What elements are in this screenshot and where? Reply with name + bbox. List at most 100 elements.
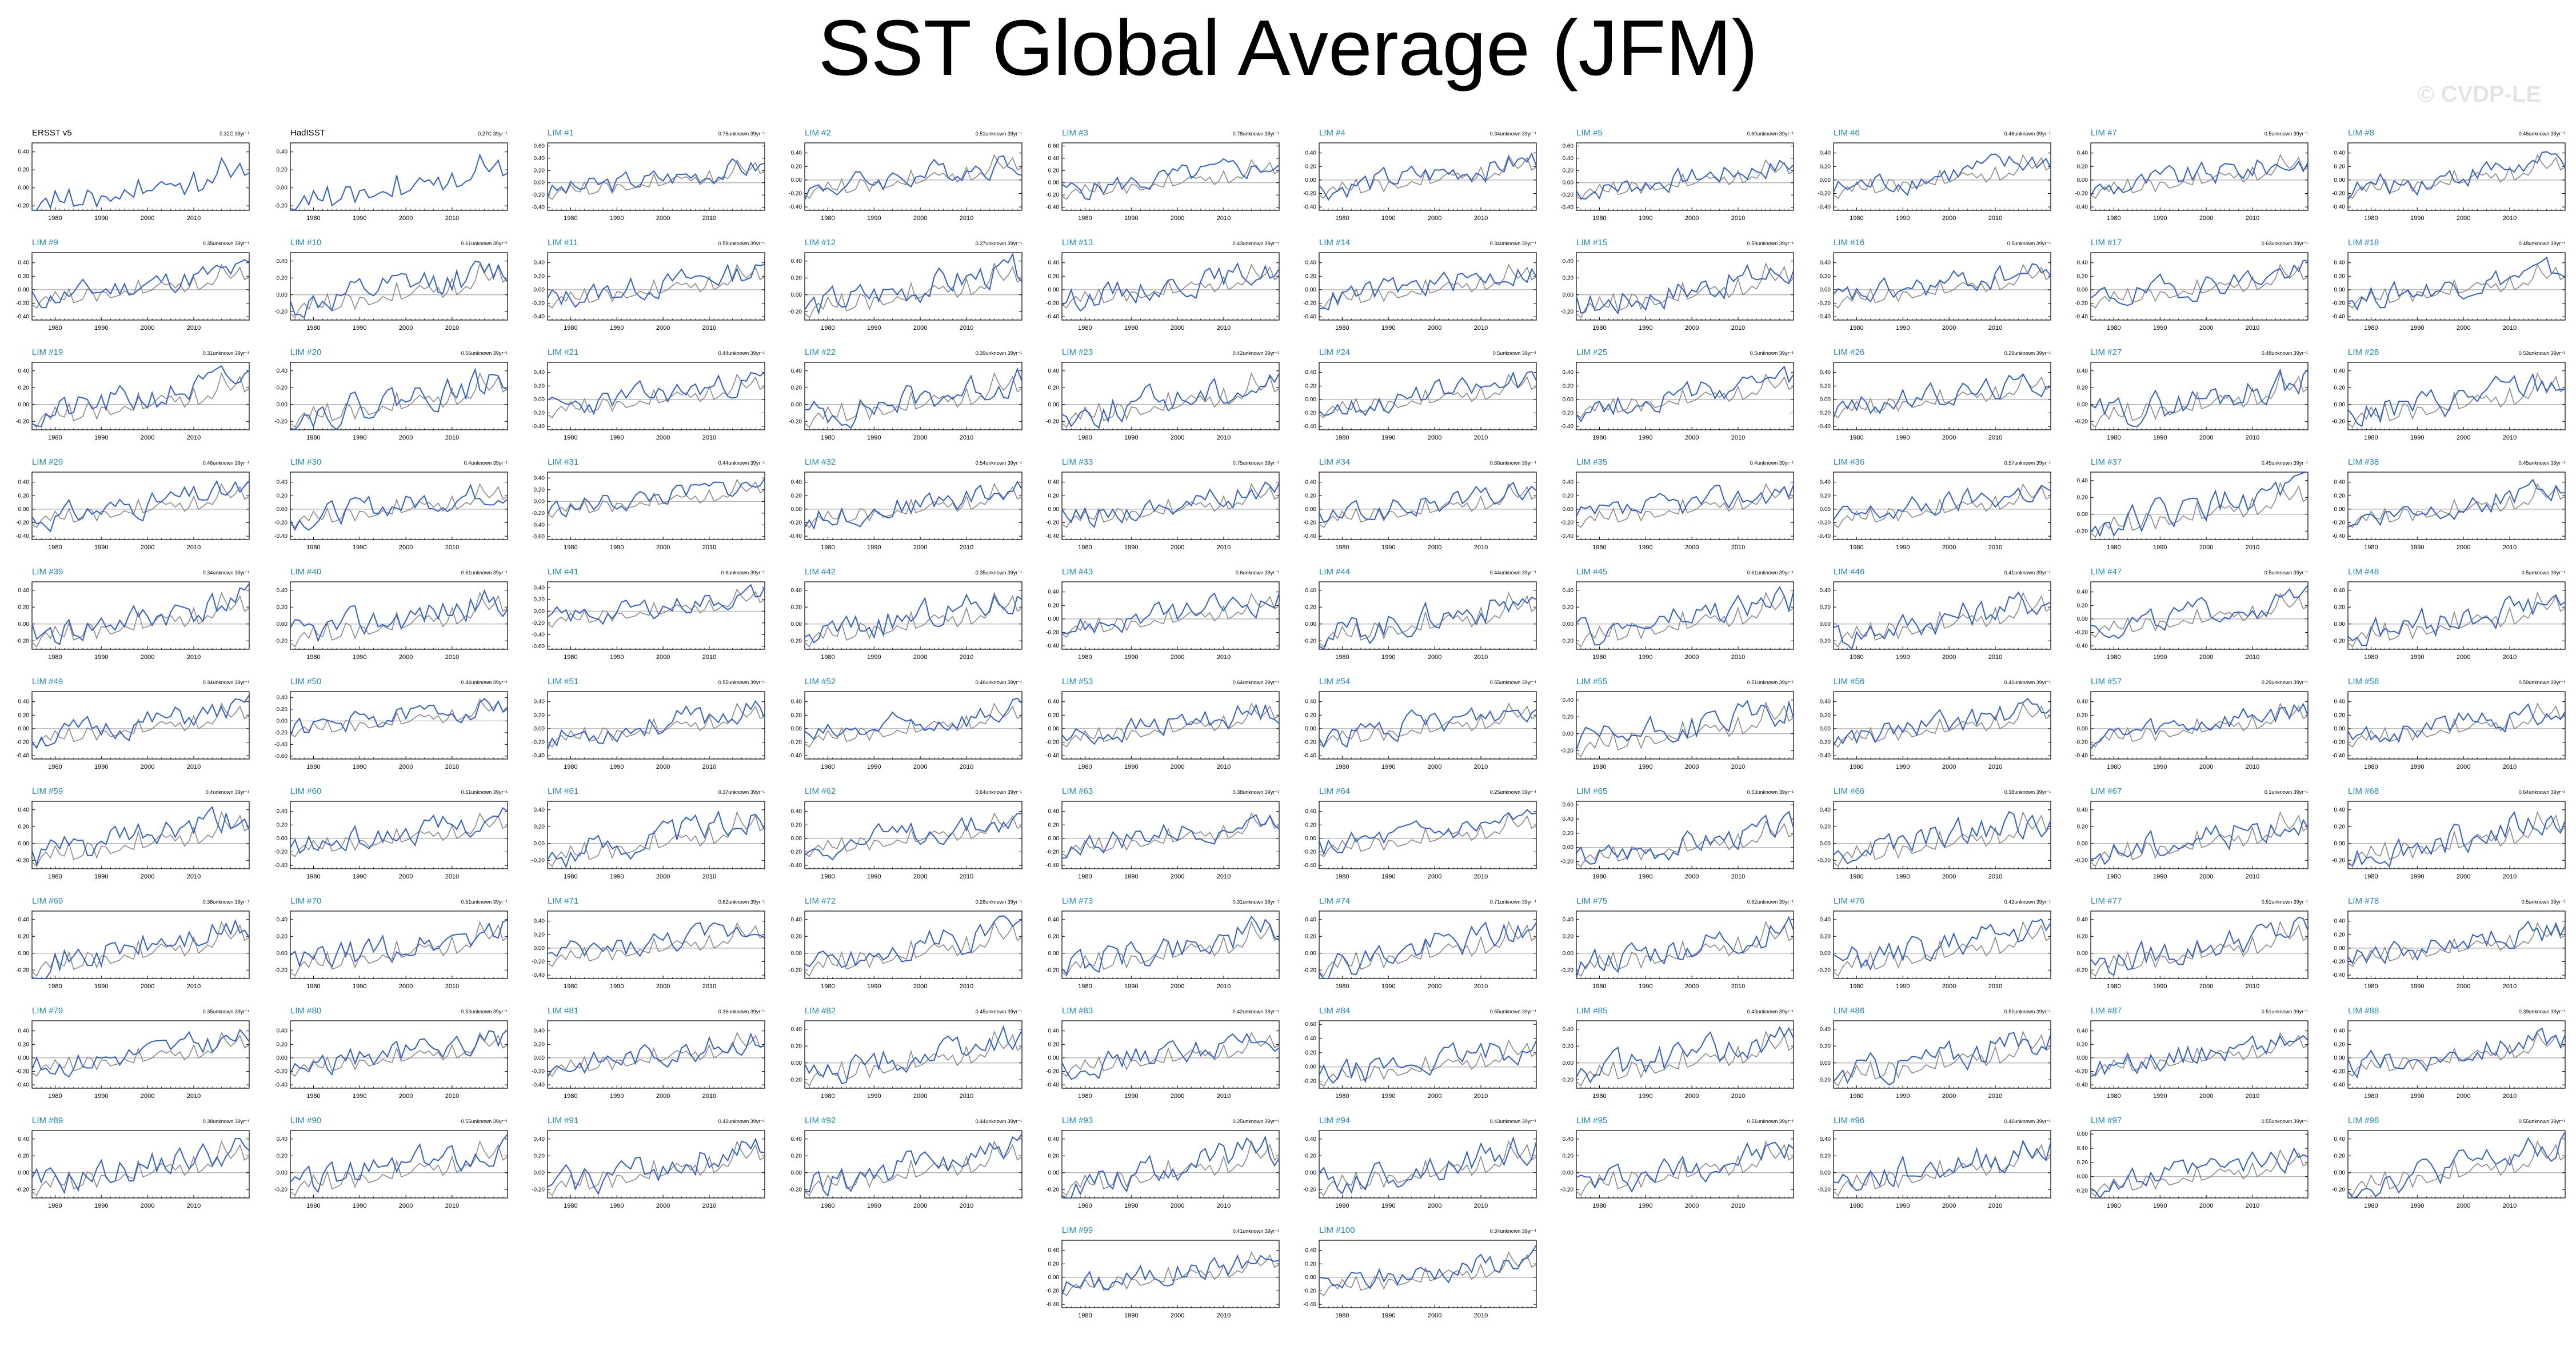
x-tick-label: 2010 bbox=[1731, 544, 1745, 551]
y-tick-label: 0.00 bbox=[1820, 506, 1831, 513]
x-tick-label: 2000 bbox=[1942, 434, 1956, 441]
x-tick-label: 1990 bbox=[2410, 434, 2424, 441]
y-tick-label: 0.40 bbox=[2077, 260, 2088, 266]
x-tick-label: 2010 bbox=[1217, 434, 1231, 441]
y-tick-label: 0.40 bbox=[1820, 370, 1831, 376]
observed-reference-line bbox=[290, 373, 508, 427]
y-tick-label: 0.00 bbox=[1305, 177, 1317, 183]
x-tick-label: 2000 bbox=[2457, 764, 2470, 770]
y-tick-label: 0.40 bbox=[2077, 589, 2088, 596]
x-tick-label: 1990 bbox=[1381, 764, 1395, 770]
panel-label: LIM #11 bbox=[548, 238, 578, 247]
y-tick-label: 0.20 bbox=[1305, 604, 1317, 610]
y-tick-label: -0.40 bbox=[274, 533, 287, 540]
x-tick-label: 1980 bbox=[48, 764, 62, 770]
model-series-line bbox=[1319, 708, 1536, 747]
x-tick-label: 2010 bbox=[1474, 215, 1488, 222]
y-tick-label: 0.20 bbox=[277, 493, 288, 499]
x-tick-label: 2010 bbox=[1731, 215, 1745, 222]
x-tick-label: 2000 bbox=[399, 654, 413, 661]
y-tick-label: 0.20 bbox=[277, 167, 288, 173]
y-tick-label: 0.00 bbox=[2334, 621, 2346, 628]
panel-label: LIM #63 bbox=[1062, 786, 1093, 796]
y-tick-label: 0.00 bbox=[1305, 506, 1317, 513]
x-tick-label: 2000 bbox=[1171, 764, 1184, 770]
observed-reference-line bbox=[805, 263, 1022, 317]
panel-trend-label: 0.5unknown 39yr⁻¹ bbox=[2522, 570, 2565, 576]
panel-trend-label: 0.34unknown 39yr⁻¹ bbox=[1490, 131, 1536, 137]
y-tick-label: -0.40 bbox=[1046, 533, 1059, 540]
y-tick-label: 0.20 bbox=[18, 604, 30, 610]
x-tick-label: 1990 bbox=[1639, 434, 1652, 441]
y-tick-label: 0.40 bbox=[1048, 260, 1060, 266]
y-tick-label: -0.20 bbox=[274, 418, 287, 425]
x-tick-label: 1990 bbox=[1896, 434, 1910, 441]
y-tick-label: -0.20 bbox=[1046, 630, 1059, 636]
x-tick-label: 1980 bbox=[2107, 215, 2120, 222]
panel-trend-label: 0.46unknown 39yr⁻¹ bbox=[2519, 131, 2565, 137]
x-tick-label: 1980 bbox=[48, 654, 62, 661]
x-tick-label: 1980 bbox=[564, 764, 577, 770]
x-tick-label: 1980 bbox=[1592, 544, 1606, 551]
y-tick-label: 0.20 bbox=[2077, 824, 2088, 830]
panel-trend-label: 0.38unknown 39yr⁻¹ bbox=[2004, 789, 2051, 795]
y-tick-label: 0.40 bbox=[2334, 807, 2346, 813]
x-tick-label: 2000 bbox=[1942, 764, 1956, 770]
y-tick-label: 0.20 bbox=[1820, 712, 1831, 718]
observed-reference-line bbox=[805, 704, 1022, 747]
x-tick-label: 2010 bbox=[187, 544, 201, 551]
x-tick-label: 1990 bbox=[94, 434, 108, 441]
y-tick-label: 0.60 bbox=[1563, 143, 1574, 149]
observed-reference-line bbox=[32, 593, 249, 646]
panel-trend-label: 0.59unknown 39yr⁻¹ bbox=[718, 241, 765, 246]
x-tick-label: 1990 bbox=[610, 544, 624, 551]
y-tick-label: -0.40 bbox=[2075, 204, 2088, 210]
panel-label: LIM #51 bbox=[548, 677, 578, 686]
y-tick-label: 0.20 bbox=[18, 385, 30, 391]
observed-reference-line bbox=[1062, 704, 1279, 747]
y-tick-label: 0.00 bbox=[2077, 177, 2088, 183]
y-tick-label: 0.20 bbox=[1563, 604, 1574, 610]
x-tick-label: 2000 bbox=[656, 764, 670, 770]
x-tick-label: 1990 bbox=[1381, 325, 1395, 331]
x-tick-label: 1990 bbox=[94, 873, 108, 880]
x-tick-label: 1980 bbox=[1850, 215, 1863, 222]
panel-trend-label: 0.42unknown 39yr⁻¹ bbox=[1233, 350, 1279, 356]
panel-trend-label: 0.29unknown 39yr⁻¹ bbox=[2004, 350, 2051, 356]
x-tick-label: 2000 bbox=[141, 764, 154, 770]
x-tick-label: 2010 bbox=[1474, 325, 1488, 331]
model-series-line bbox=[2091, 820, 2308, 864]
x-tick-label: 1980 bbox=[2107, 764, 2120, 770]
y-tick-label: 0.00 bbox=[1820, 726, 1831, 732]
x-tick-label: 1980 bbox=[2364, 654, 2378, 661]
y-tick-label: -0.20 bbox=[789, 849, 802, 856]
y-tick-label: 0.20 bbox=[1305, 273, 1317, 279]
panel-label: LIM #48 bbox=[2348, 567, 2379, 577]
y-tick-label: 0.40 bbox=[277, 480, 288, 486]
x-tick-label: 1990 bbox=[610, 434, 624, 441]
panel-label: LIM #4 bbox=[1319, 128, 1345, 138]
x-tick-label: 1990 bbox=[353, 544, 366, 551]
panel-label: LIM #50 bbox=[290, 677, 321, 686]
x-tick-label: 2010 bbox=[1474, 544, 1488, 551]
panel-trend-label: 0.75unknown 39yr⁻¹ bbox=[1233, 460, 1279, 466]
y-tick-label: 0.00 bbox=[2334, 726, 2346, 732]
y-tick-label: 0.00 bbox=[2077, 402, 2088, 408]
y-tick-label: -0.40 bbox=[274, 741, 287, 748]
x-tick-label: 1990 bbox=[1124, 434, 1138, 441]
x-tick-label: 1980 bbox=[1078, 215, 1092, 222]
y-tick-label: 0.40 bbox=[1563, 155, 1574, 162]
y-tick-label: 0.00 bbox=[2334, 287, 2346, 293]
panel-label: LIM #27 bbox=[2091, 348, 2122, 357]
y-tick-label: 0.00 bbox=[18, 402, 30, 408]
y-tick-label: 0.00 bbox=[2077, 616, 2088, 622]
